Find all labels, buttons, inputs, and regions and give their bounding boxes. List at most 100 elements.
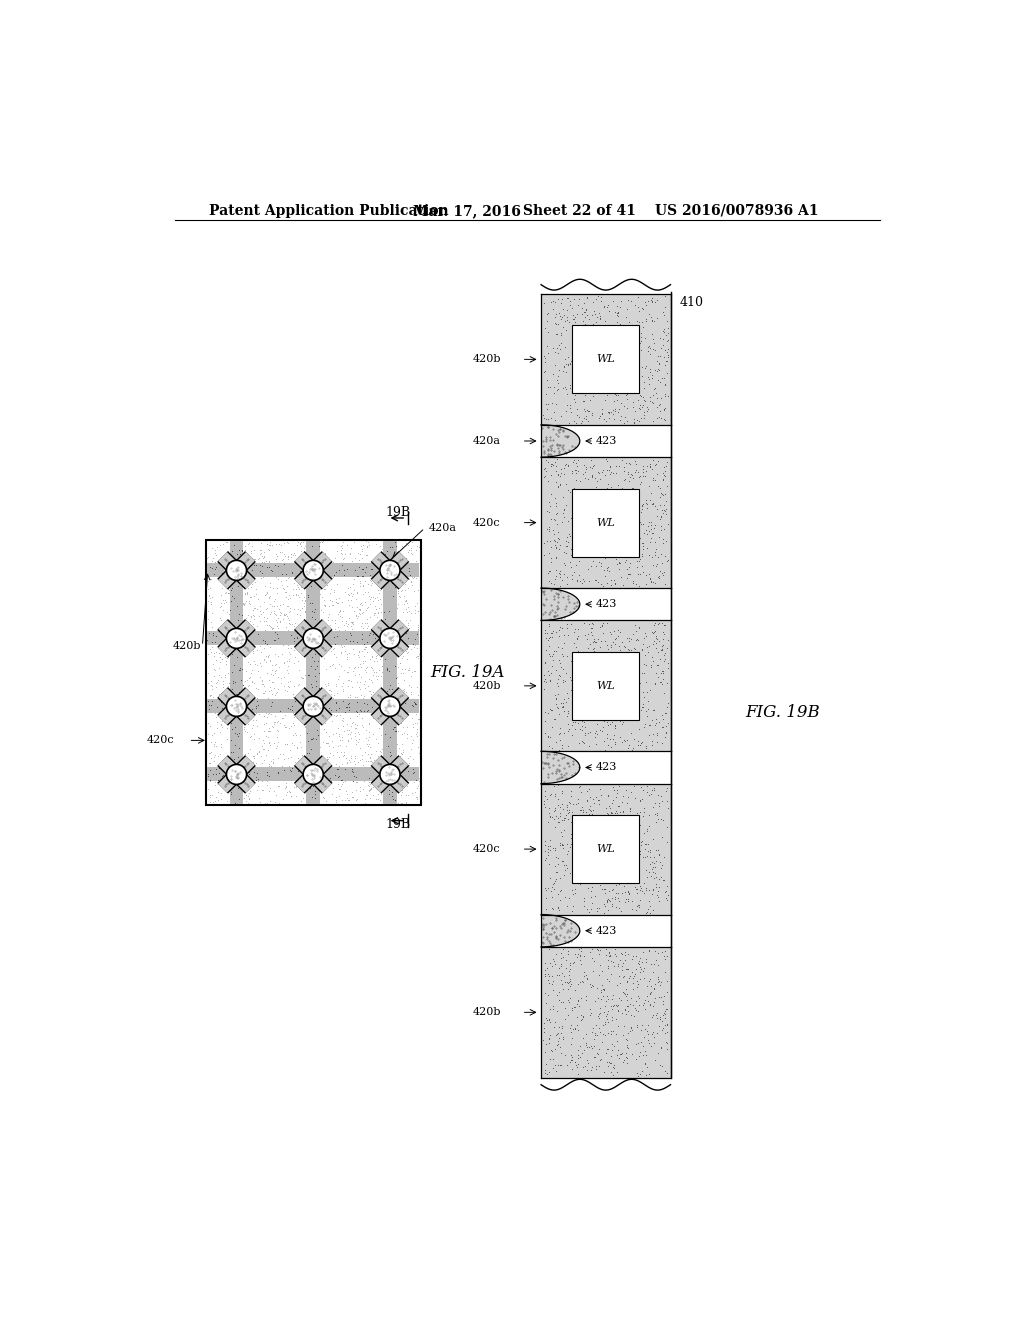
Point	[306, 602, 323, 623]
Point	[242, 780, 258, 801]
Point	[338, 562, 354, 583]
Point	[375, 668, 391, 689]
Point	[634, 297, 650, 318]
Point	[538, 993, 554, 1014]
Point	[600, 474, 616, 495]
Point	[659, 777, 676, 799]
Point	[240, 676, 256, 697]
Point	[636, 797, 652, 818]
Point	[376, 678, 392, 700]
Point	[569, 973, 586, 994]
Point	[308, 673, 325, 694]
Point	[538, 840, 554, 861]
Point	[551, 990, 567, 1011]
Point	[646, 378, 663, 399]
Point	[343, 582, 359, 603]
Point	[214, 698, 230, 719]
Point	[269, 759, 286, 780]
Point	[602, 829, 618, 850]
Point	[617, 690, 634, 711]
Point	[262, 791, 279, 812]
Point	[296, 779, 312, 800]
Point	[261, 587, 278, 609]
Point	[610, 1048, 627, 1069]
Point	[255, 546, 271, 568]
Point	[282, 623, 298, 644]
Point	[541, 702, 557, 723]
Point	[596, 710, 612, 731]
Point	[551, 302, 567, 323]
Point	[262, 777, 279, 799]
Point	[332, 605, 348, 626]
Point	[541, 1008, 557, 1030]
Point	[242, 610, 258, 631]
Point	[333, 560, 349, 581]
Point	[396, 669, 413, 690]
Point	[261, 766, 278, 787]
Point	[580, 722, 596, 743]
Point	[634, 496, 650, 517]
Point	[555, 722, 571, 743]
Point	[390, 561, 407, 582]
Point	[593, 286, 609, 308]
Point	[601, 880, 617, 902]
Text: 420a: 420a	[429, 523, 457, 533]
Point	[410, 616, 426, 638]
Point	[255, 607, 271, 628]
Point	[241, 763, 257, 784]
Point	[654, 942, 671, 964]
Point	[233, 628, 250, 649]
Point	[355, 762, 372, 783]
Point	[562, 294, 579, 315]
Point	[598, 694, 614, 715]
Point	[358, 553, 375, 574]
Point	[305, 611, 322, 632]
Point	[408, 704, 424, 725]
Point	[399, 694, 416, 715]
Point	[591, 308, 607, 329]
Point	[641, 940, 657, 961]
Point	[613, 942, 630, 964]
Point	[304, 606, 321, 627]
Point	[624, 496, 640, 517]
Point	[547, 800, 563, 821]
Point	[628, 356, 644, 378]
Point	[609, 301, 626, 322]
Point	[204, 616, 220, 638]
Point	[380, 634, 396, 655]
Point	[588, 668, 604, 689]
Point	[309, 618, 326, 639]
Bar	[207, 700, 420, 713]
Point	[615, 651, 632, 672]
Point	[615, 711, 632, 733]
Point	[608, 513, 625, 535]
Point	[356, 671, 373, 692]
Point	[321, 678, 337, 700]
Point	[205, 622, 221, 643]
Point	[308, 701, 325, 722]
Point	[252, 667, 268, 688]
Point	[238, 711, 254, 733]
Point	[252, 540, 268, 561]
Point	[388, 668, 404, 689]
Point	[344, 713, 360, 734]
Point	[653, 986, 670, 1007]
Point	[657, 545, 674, 566]
Point	[283, 561, 299, 582]
Point	[313, 532, 330, 553]
Point	[550, 697, 566, 718]
Point	[203, 620, 219, 642]
Point	[411, 644, 427, 665]
Point	[538, 785, 554, 807]
Point	[406, 579, 422, 601]
Point	[231, 561, 248, 582]
Point	[606, 323, 623, 345]
Point	[348, 717, 365, 738]
Point	[602, 455, 618, 477]
Point	[612, 900, 629, 921]
Point	[301, 664, 317, 685]
Point	[622, 655, 638, 676]
Bar	[207, 631, 420, 645]
Point	[334, 789, 350, 810]
Point	[383, 554, 399, 576]
